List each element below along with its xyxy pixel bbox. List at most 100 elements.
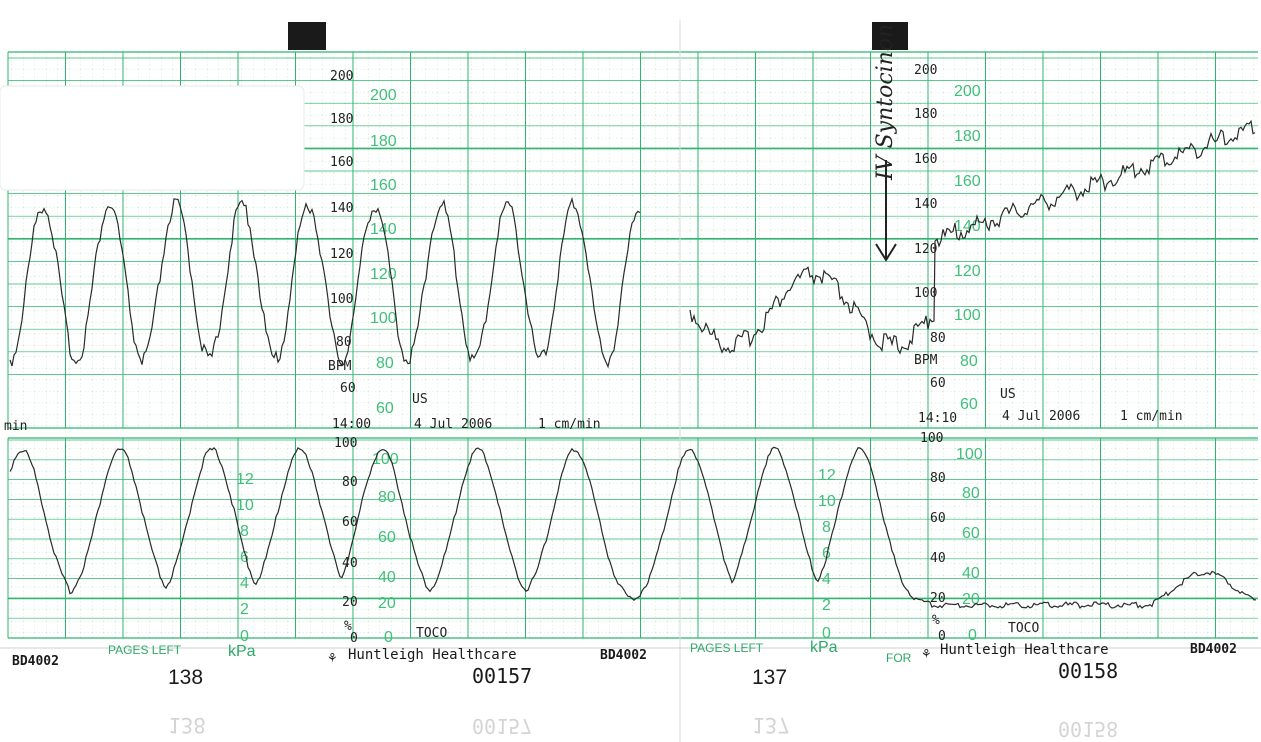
fhr-green-2-180: 180 (954, 128, 981, 145)
toco-unit-1: % (344, 619, 352, 634)
kpa-unit-2: kPa (810, 639, 838, 656)
kpa-1-12: 12 (236, 471, 254, 488)
page-1-speed: 1 cm/min (538, 417, 601, 432)
fhr-scale-1-60: 60 (340, 381, 356, 396)
toco-2-40: 40 (930, 551, 946, 566)
page-number-1: 00157 (472, 664, 532, 688)
kpa-2-12: 12 (818, 467, 836, 484)
kpa-2-8: 8 (822, 519, 831, 536)
toco-trace (9, 446, 1257, 609)
fhr-green-2-200: 200 (954, 83, 981, 100)
model-right: BD4002 (1190, 642, 1237, 657)
for-label: FOR (886, 651, 912, 665)
page-number-2: 00158 (1058, 659, 1118, 683)
showthrough-pages-left-1: 138 (168, 713, 206, 737)
pages-left-2: 137 (752, 666, 787, 689)
kpa-2-0: 0 (822, 625, 831, 642)
fhr-scale-1-160: 160 (330, 155, 353, 170)
toco-green-2-0: 0 (968, 627, 977, 644)
fhr-scale-2-80: 80 (930, 331, 946, 346)
fhr-scale-2-100: 100 (914, 286, 937, 301)
transducer-us-2: US (1000, 387, 1016, 402)
fhr-green-1-80: 80 (376, 355, 394, 372)
footer-showthrough: 138 00157 137 00158 (168, 713, 1118, 741)
toco-green-1-40: 40 (378, 569, 396, 586)
fhr-scale-1-80: 80 (336, 335, 352, 350)
kpa-unit-1: kPa (228, 643, 256, 660)
registration-mark-2 (872, 22, 908, 50)
fhr-scale-2-60: 60 (930, 376, 946, 391)
transducer-us-1: US (412, 392, 428, 407)
model-left: BD4002 (12, 654, 59, 669)
toco-green-2-60: 60 (962, 525, 980, 542)
showthrough-page-number-2: 00158 (1058, 717, 1118, 741)
kpa-2-2: 2 (822, 597, 831, 614)
kpa-1-0: 0 (240, 628, 249, 645)
kpa-2-4: 4 (822, 571, 831, 588)
toco-green-1-20: 20 (378, 595, 396, 612)
fhr-scale-1-180: 180 (330, 112, 353, 127)
manufacturer-1: Huntleigh Healthcare (348, 647, 517, 663)
toco-unit-2: % (932, 613, 940, 628)
kpa-1-10: 10 (236, 497, 254, 514)
toco-green-2-80: 80 (962, 485, 980, 502)
toco-green-2-40: 40 (962, 565, 980, 582)
toco-green-1-60: 60 (378, 529, 396, 546)
handwritten-text: IV Syntocinon (873, 24, 898, 181)
fhr-scale-page-1: 200 180 160 140 120 100 80 BPM 60 200 18… (328, 69, 428, 417)
fhr-scale-1-200: 200 (330, 69, 353, 84)
fhr-trace-page-2 (689, 119, 1256, 355)
toco-green-1-80: 80 (378, 489, 396, 506)
toco-green-1-100: 100 (372, 451, 399, 468)
toco-green-1-0: 0 (384, 629, 393, 646)
transducer-toco-1: TOCO (416, 626, 447, 641)
fhr-green-2-60: 60 (960, 396, 978, 413)
pages-left-label-1: PAGES LEFT (108, 643, 182, 657)
toco-2-0: 0 (938, 629, 946, 644)
toco-1-0: 0 (350, 631, 358, 646)
toco-1-80: 80 (342, 475, 358, 490)
toco-1-100: 100 (334, 436, 357, 451)
fhr-unit-1: BPM (328, 359, 352, 374)
page-1-date: 4 Jul 2006 (414, 417, 492, 432)
kpa-2-10: 10 (818, 493, 836, 510)
page-2-speed: 1 cm/min (1120, 409, 1183, 424)
manufacturer-2: Huntleigh Healthcare (940, 642, 1109, 658)
kpa-1-4: 4 (240, 575, 249, 592)
fhr-green-2-140: 140 (954, 218, 981, 235)
toco-1-20: 20 (342, 595, 358, 610)
toco-green-2-20: 20 (962, 591, 980, 608)
fhr-green-1-180: 180 (370, 133, 397, 150)
fhr-scale-2-180: 180 (914, 107, 937, 122)
pages-left-label-2: PAGES LEFT (690, 641, 764, 655)
registration-mark-1 (288, 22, 326, 50)
toco-scale-page-1: 100 80 60 40 20 % 0 100 80 60 40 20 0 TO… (236, 436, 447, 646)
kpa-2-6: 6 (822, 545, 831, 562)
fhr-green-2-80: 80 (960, 353, 978, 370)
page-1-time: 14:00 (332, 417, 371, 432)
fhr-scale-2-200: 200 (914, 63, 937, 78)
fhr-scale-1-140: 140 (330, 201, 353, 216)
toco-1-40: 40 (342, 556, 358, 571)
fhr-green-2-100: 100 (954, 307, 981, 324)
toco-2-60: 60 (930, 511, 946, 526)
fhr-green-2-120: 120 (954, 263, 981, 280)
left-fragment: min (4, 419, 27, 434)
fhr-scale-2-140: 140 (914, 197, 937, 212)
showthrough-page-number-1: 00157 (472, 714, 532, 738)
toco-2-80: 80 (930, 471, 946, 486)
toco-1-60: 60 (342, 515, 358, 530)
fhr-green-1-60: 60 (376, 400, 394, 417)
pages-left-1: 138 (168, 666, 203, 689)
fhr-scale-page-2: 200 180 160 140 120 100 80 BPM 60 200 18… (914, 63, 1016, 413)
fhr-green-1-100: 100 (370, 310, 397, 327)
manufacturer-logo-1: ⚘ (328, 650, 336, 666)
toco-scale-page-2: 100 80 60 40 20 % 0 100 80 60 40 20 0 TO… (818, 431, 1039, 644)
toco-grid (7, 437, 1258, 639)
toco-2-20: 20 (930, 591, 946, 606)
fhr-green-1-160: 160 (370, 177, 397, 194)
arrow-icon (875, 160, 897, 262)
toco-2-100: 100 (920, 431, 943, 446)
fhr-unit-2: BPM (914, 353, 938, 368)
transducer-toco-2: TOCO (1008, 621, 1039, 636)
